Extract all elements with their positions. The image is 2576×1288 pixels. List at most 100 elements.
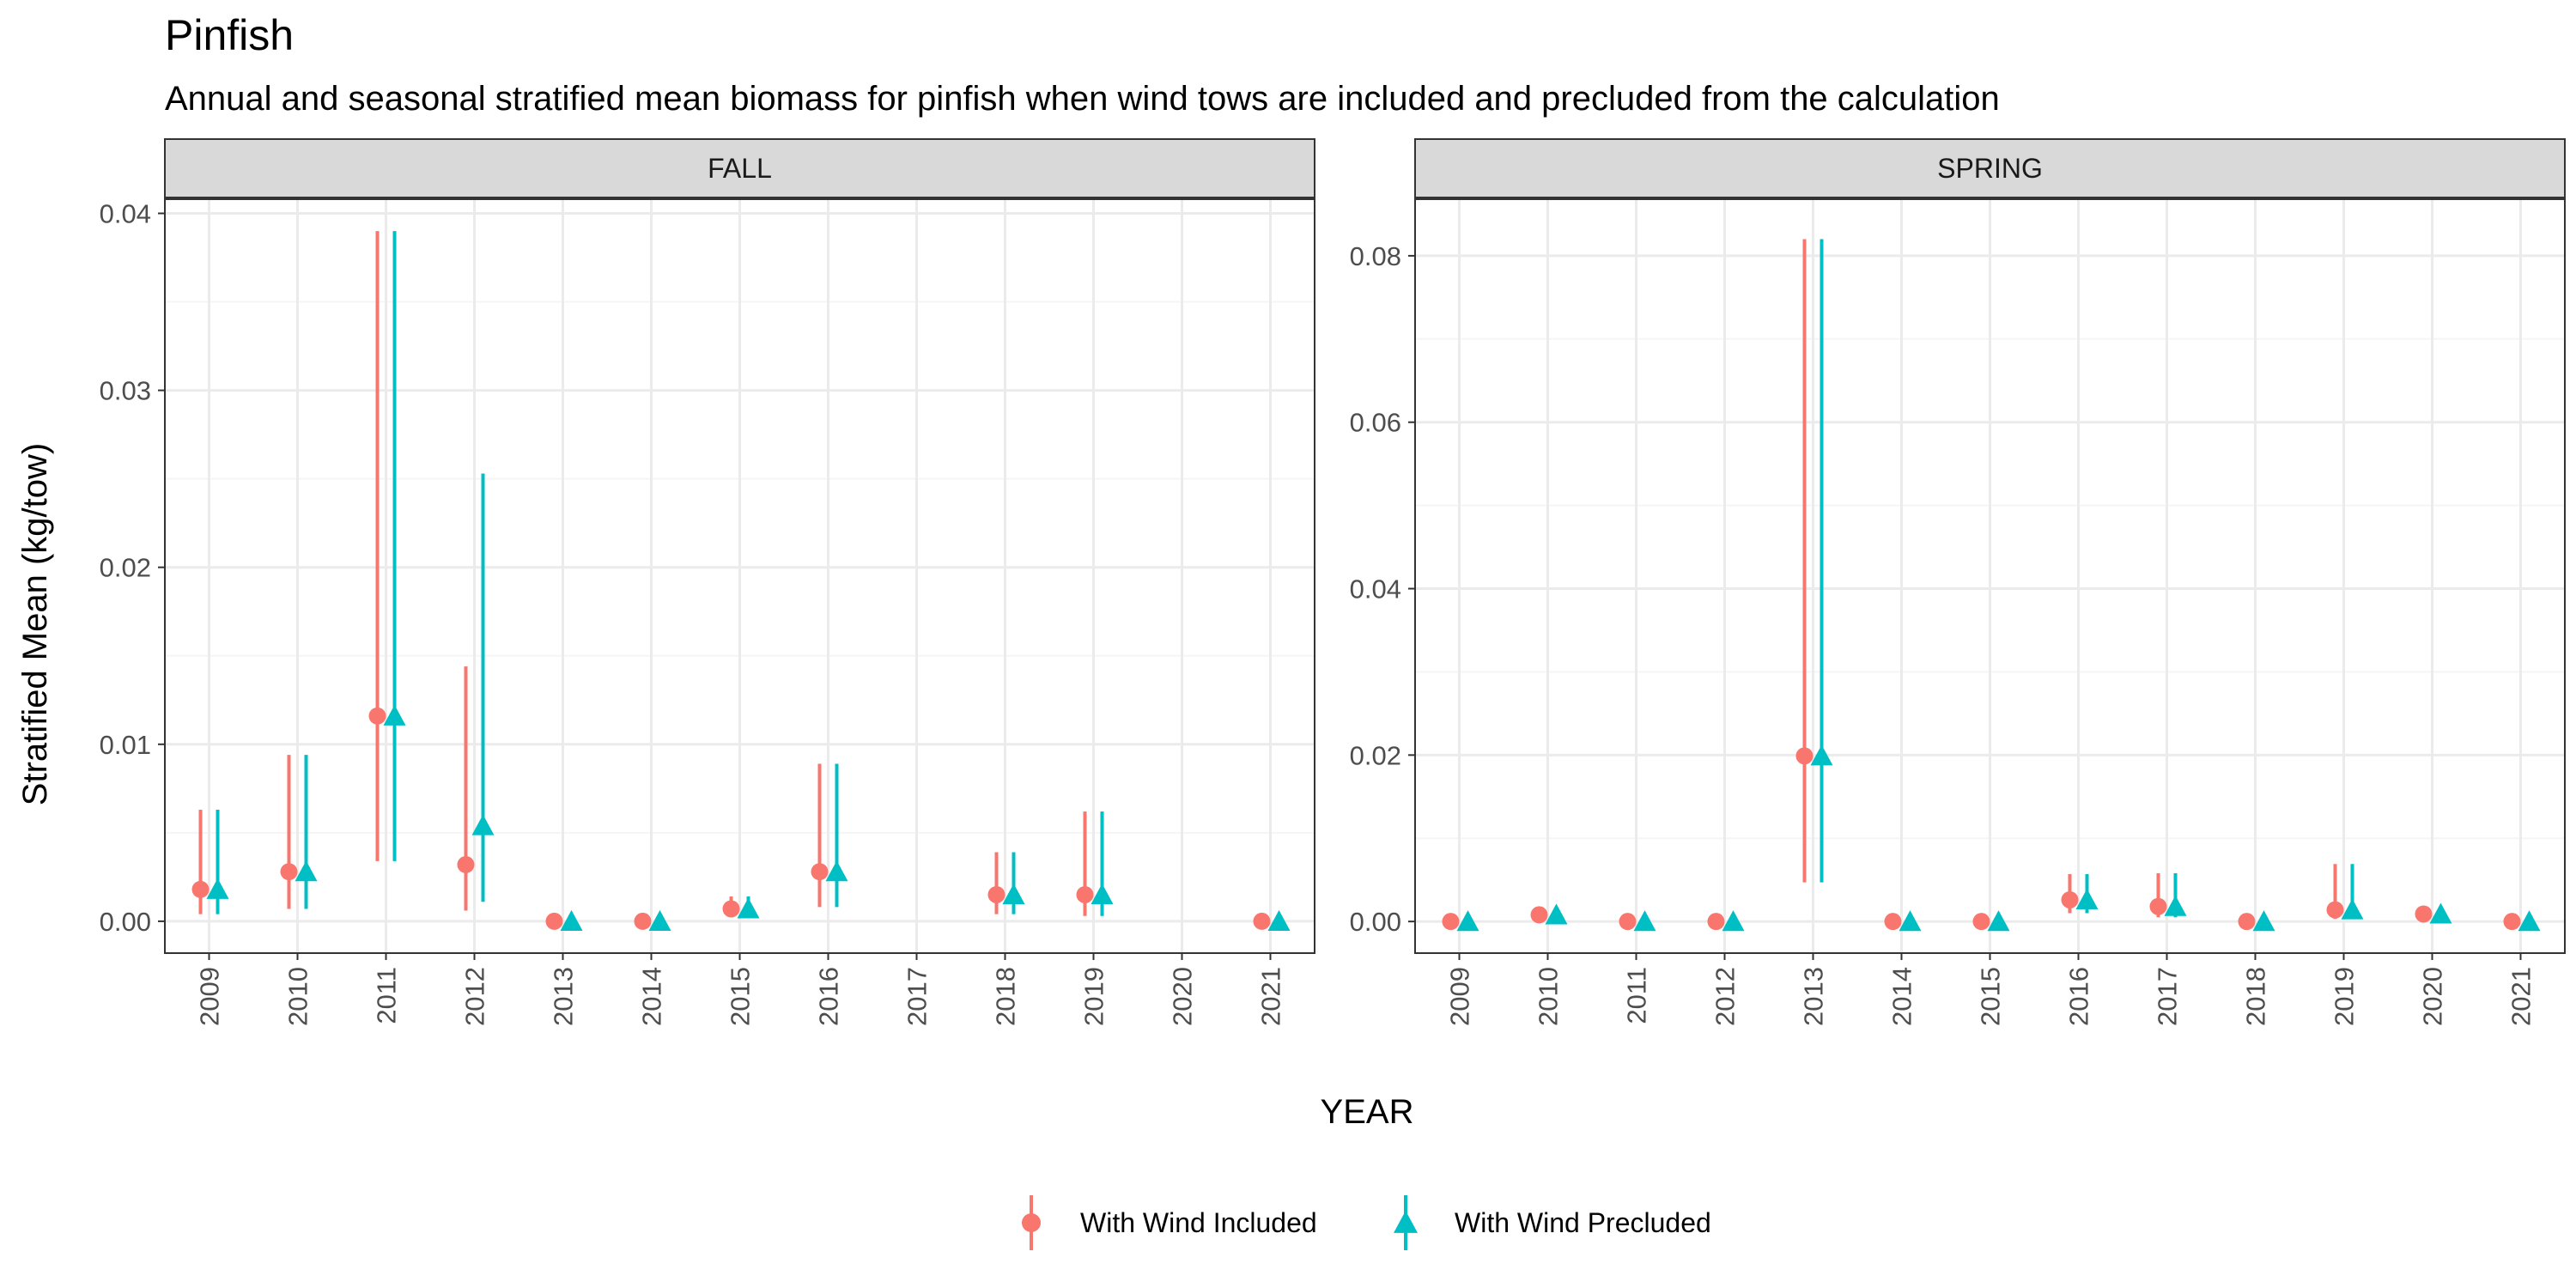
data-point: [471, 814, 495, 835]
x-tick-label: 2012: [460, 967, 490, 1026]
x-tick-label: 2017: [902, 967, 933, 1026]
panels-layer: FALL 0.00 0.01 0.02 0.03 0.04 2009 2010 2011 2012…: [100, 138, 2566, 1026]
y-axis-title: Stratified Mean (kg/tow): [16, 443, 54, 805]
y-tick-label: 0.01: [100, 730, 151, 760]
data-point: [1795, 747, 1814, 765]
panel-fall: FALL 0.00 0.01 0.02 0.03 0.04 2009 2010 2011 2012…: [100, 138, 1315, 1026]
y-tick-label: 0.02: [1350, 740, 1401, 770]
y-tick-label: 0.02: [100, 553, 151, 583]
data-point: [1619, 913, 1637, 931]
data-point: [457, 855, 475, 873]
data-point: [383, 704, 406, 726]
y-tick-label: 0.03: [100, 376, 151, 406]
data-point: [206, 878, 229, 899]
data-point: [295, 860, 318, 882]
x-tick-label: 2021: [1256, 967, 1286, 1026]
legend-key-marker: [1022, 1213, 1041, 1232]
data-point: [2415, 905, 2433, 923]
legend-item-wind-precluded: With Wind Precluded: [1394, 1195, 1711, 1250]
data-point: [1091, 883, 1114, 905]
data-point: [2341, 898, 2364, 920]
data-point: [1972, 913, 1990, 931]
data-point: [1810, 744, 1833, 766]
x-tick-label: 2011: [1622, 967, 1652, 1024]
data-point: [1987, 910, 2010, 932]
strip-background: [164, 138, 1315, 198]
x-tick-label: 2009: [195, 967, 225, 1026]
chart-title: Pinfish: [165, 11, 294, 59]
x-tick-label: 2014: [1887, 967, 1917, 1026]
data-point: [1530, 906, 1548, 924]
data-point: [2238, 913, 2256, 931]
data-point: [368, 707, 386, 725]
data-point: [1722, 910, 1745, 932]
data-point: [1884, 913, 1902, 931]
x-tick-label: 2018: [991, 967, 1021, 1026]
legend-item-wind-included: With Wind Included: [1022, 1195, 1317, 1250]
data-point: [1899, 910, 1922, 932]
data-point: [634, 912, 652, 930]
legend-label: With Wind Included: [1080, 1207, 1317, 1238]
x-tick-label: 2019: [2330, 967, 2360, 1026]
x-tick-label: 2012: [1710, 967, 1741, 1026]
data-point: [987, 885, 1005, 903]
y-tick-label: 0.04: [1350, 574, 1401, 605]
x-tick-label: 2020: [2418, 967, 2448, 1026]
strip-background: [1414, 138, 2566, 198]
series-wind-included: [1442, 239, 2521, 931]
data-point: [545, 912, 563, 930]
series-wind-precluded: [206, 231, 1291, 931]
series-wind-included: [191, 231, 1271, 930]
data-point: [1076, 885, 1094, 903]
data-point: [2149, 897, 2167, 915]
data-point: [2075, 888, 2099, 910]
strip-label: FALL: [708, 153, 772, 184]
data-point: [2252, 910, 2275, 932]
x-tick-label: 2021: [2506, 967, 2537, 1026]
legend-key-marker: [1394, 1211, 1418, 1233]
series-wind-precluded: [1456, 239, 2541, 932]
data-point: [2503, 913, 2521, 931]
data-point: [2061, 890, 2079, 908]
data-point: [2429, 902, 2452, 924]
data-point: [722, 900, 740, 918]
data-point: [1267, 909, 1291, 931]
x-tick-label: 2011: [372, 967, 402, 1024]
data-point: [1707, 913, 1725, 931]
x-tick-label: 2010: [283, 967, 313, 1026]
data-point: [825, 860, 848, 882]
x-tick-label: 2016: [814, 967, 844, 1026]
x-tick-label: 2015: [1976, 967, 2006, 1026]
data-point: [2518, 910, 2541, 932]
x-tick-label: 2010: [1534, 967, 1564, 1026]
x-tick-label: 2018: [2241, 967, 2271, 1026]
strip-label: SPRING: [1937, 153, 2043, 184]
x-tick-label: 2017: [2153, 967, 2183, 1026]
x-tick-label: 2009: [1445, 967, 1475, 1026]
data-point: [737, 897, 760, 919]
y-tick-label: 0.08: [1350, 241, 1401, 271]
chart-subtitle: Annual and seasonal stratified mean biom…: [165, 80, 2000, 118]
x-tick-label: 2016: [2064, 967, 2094, 1026]
data-point: [1002, 883, 1025, 905]
x-tick-label: 2019: [1079, 967, 1109, 1026]
legend-label: With Wind Precluded: [1455, 1207, 1711, 1238]
panel-spring: SPRING 0.00 0.02 0.04 0.06 0.08 2009 2010 2011 20…: [1350, 138, 2566, 1026]
x-tick-label: 2020: [1168, 967, 1198, 1026]
y-tick-label: 0.00: [1350, 907, 1401, 937]
data-point: [280, 863, 298, 881]
data-point: [1456, 910, 1479, 932]
data-point: [648, 909, 671, 931]
data-point: [1545, 903, 1568, 925]
data-point: [1633, 910, 1656, 932]
data-point: [560, 909, 583, 931]
x-tick-label: 2013: [1799, 967, 1829, 1026]
data-point: [811, 863, 829, 881]
x-tick-label: 2015: [726, 967, 756, 1026]
y-tick-label: 0.06: [1350, 408, 1401, 438]
legend: With Wind Included With Wind Precluded: [1022, 1195, 1711, 1250]
data-point: [1442, 913, 1460, 931]
data-point: [191, 880, 210, 898]
data-point: [1253, 912, 1271, 930]
y-tick-label: 0.04: [100, 198, 151, 228]
